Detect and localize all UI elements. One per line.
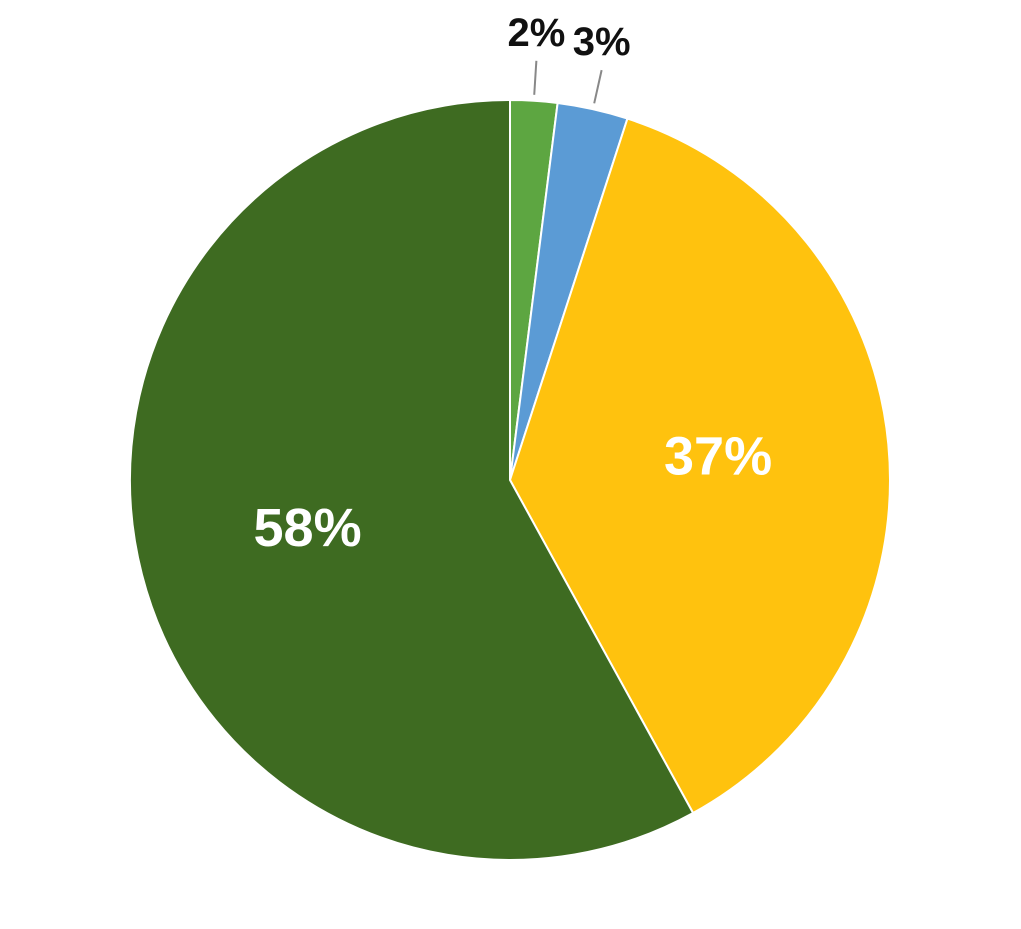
pie-chart: 2%3% 37% 58% [0, 0, 1021, 929]
pie-label-1: 3% [573, 20, 631, 64]
pie-label-2: 37% [664, 427, 772, 487]
pie-label-3: 58% [254, 498, 362, 558]
pie-chart-svg: 2%3% 37% 58% [0, 0, 1021, 929]
pie-label-0: 2% [507, 11, 565, 55]
